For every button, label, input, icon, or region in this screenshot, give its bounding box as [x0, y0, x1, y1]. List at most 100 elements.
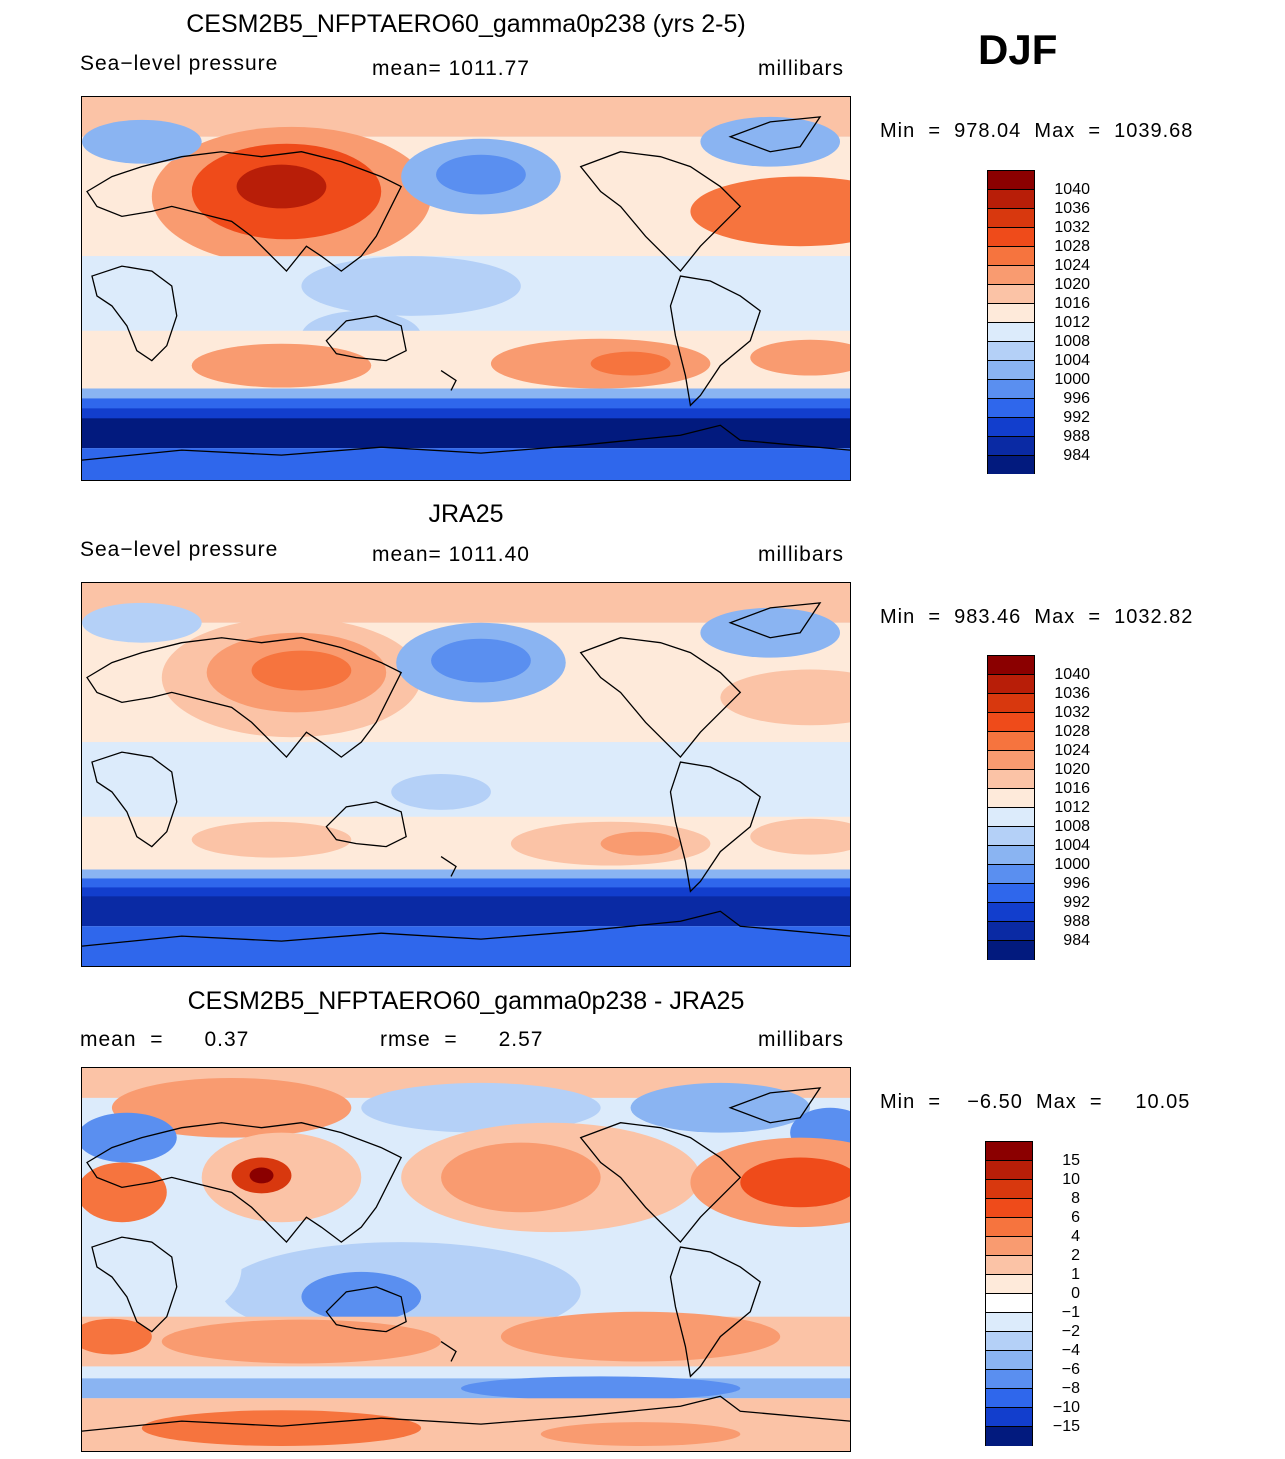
- colorbar-label: 8: [1071, 1190, 1080, 1207]
- colorbar-label: −2: [1061, 1323, 1080, 1340]
- colorbar-label: 1004: [1054, 352, 1090, 369]
- panel2-mean-label: mean= 1011.40: [372, 543, 530, 566]
- colorbar-label: −4: [1061, 1342, 1080, 1359]
- panel1-colorbar-swatch: [988, 228, 1034, 247]
- colorbar-label: 1000: [1054, 856, 1090, 873]
- panel1-mean-label: mean= 1011.77: [372, 57, 530, 80]
- colorbar-label: 1012: [1054, 314, 1090, 331]
- panel3-colorbar-swatch: [986, 1332, 1032, 1351]
- panel1-min-max: Min = 978.04 Max = 1039.68: [880, 120, 1194, 142]
- colorbar-label: 1032: [1054, 704, 1090, 721]
- season-label: DJF: [978, 26, 1058, 73]
- colorbar-label: 1024: [1054, 257, 1090, 274]
- colorbar-label: 984: [1063, 932, 1090, 949]
- panel1-colorbar-swatch: [988, 266, 1034, 285]
- colorbar-label: −15: [1052, 1418, 1080, 1435]
- panel1-map: [81, 96, 851, 481]
- panel2-colorbar-swatch: [988, 884, 1034, 903]
- panel1-colorbar-swatch: [988, 323, 1034, 342]
- panel1-variable-label: Sea−level pressure: [80, 52, 279, 75]
- panel3-colorbar-swatch: [986, 1427, 1032, 1446]
- panel2-variable-label: Sea−level pressure: [80, 538, 279, 561]
- panel2-colorbar-swatch: [988, 846, 1034, 865]
- panel2-colorbar-swatch: [988, 713, 1034, 732]
- colorbar-label: −10: [1052, 1399, 1080, 1416]
- panel1-colorbar-swatch: [988, 247, 1034, 266]
- panel3-map: [81, 1067, 851, 1452]
- panel2-colorbar-swatch: [988, 941, 1034, 960]
- colorbar-label: 1036: [1054, 200, 1090, 217]
- colorbar-label: 1016: [1054, 780, 1090, 797]
- panel2-colorbar-swatch: [988, 694, 1034, 713]
- colorbar-label: 988: [1063, 913, 1090, 930]
- panel3-mean-label: mean = 0.37: [80, 1028, 250, 1051]
- panel2-units-label: millibars: [758, 543, 845, 566]
- panel2-colorbar-swatch: [988, 656, 1034, 675]
- panel2-colorbar-swatch: [988, 827, 1034, 846]
- colorbar-label: 2: [1071, 1247, 1080, 1264]
- colorbar-label: 1028: [1054, 238, 1090, 255]
- panel1-colorbar-swatch: [988, 456, 1034, 474]
- panel2-colorbar-swatch: [988, 789, 1034, 808]
- colorbar-label: 4: [1071, 1228, 1080, 1245]
- panel3-colorbar-swatch: [986, 1351, 1032, 1370]
- colorbar-label: 1000: [1054, 371, 1090, 388]
- panel2-min-max: Min = 983.46 Max = 1032.82: [880, 606, 1194, 628]
- panel3-colorbar-swatch: [986, 1237, 1032, 1256]
- colorbar-label: 996: [1063, 390, 1090, 407]
- colorbar-label: 1004: [1054, 837, 1090, 854]
- colorbar-label: 1032: [1054, 219, 1090, 236]
- colorbar-label: 10: [1062, 1171, 1080, 1188]
- panel2-map-svg: [82, 583, 850, 966]
- panel1-colorbar-swatch: [988, 304, 1034, 323]
- panel2-colorbar-swatch: [988, 808, 1034, 827]
- colorbar-label: 1016: [1054, 295, 1090, 312]
- panel3-colorbar-swatch: [986, 1199, 1032, 1218]
- colorbar-label: −1: [1061, 1304, 1080, 1321]
- panel2-colorbar: [987, 655, 1035, 960]
- panel3-colorbar-swatch: [986, 1275, 1032, 1294]
- panel3-colorbar-swatch: [986, 1180, 1032, 1199]
- panel3-colorbar-swatch: [986, 1256, 1032, 1275]
- panel1-colorbar-swatch: [988, 171, 1034, 190]
- colorbar-label: 1008: [1054, 333, 1090, 350]
- panel1-colorbar-swatch: [988, 380, 1034, 399]
- colorbar-label: 1020: [1054, 276, 1090, 293]
- panel1-colorbar-swatch: [988, 399, 1034, 418]
- panel1-colorbar-swatch: [988, 285, 1034, 304]
- panel2-colorbar-swatch: [988, 675, 1034, 694]
- panel3-colorbar-swatch: [986, 1218, 1032, 1237]
- colorbar-label: 6: [1071, 1209, 1080, 1226]
- colorbar-label: 1020: [1054, 761, 1090, 778]
- colorbar-label: 1036: [1054, 685, 1090, 702]
- colorbar-label: 984: [1063, 447, 1090, 464]
- colorbar-label: 996: [1063, 875, 1090, 892]
- colorbar-label: 1: [1071, 1266, 1080, 1283]
- panel3-rmse-label: rmse = 2.57: [380, 1028, 544, 1051]
- panel3-map-svg: [82, 1068, 850, 1451]
- panel2-colorbar-swatch: [988, 922, 1034, 941]
- panel3-colorbar-labels: 15 10 8 6 4 2 1 0 −1 −2 −4 −6 −8 −10 −15: [1036, 1151, 1080, 1436]
- panel1-colorbar-swatch: [988, 361, 1034, 380]
- colorbar-label: 1040: [1054, 181, 1090, 198]
- colorbar-label: 988: [1063, 428, 1090, 445]
- colorbar-label: −6: [1061, 1361, 1080, 1378]
- panel3-colorbar-swatch: [986, 1142, 1032, 1161]
- panel2-colorbar-swatch: [988, 751, 1034, 770]
- panel1-colorbar-labels: 1040 1036 1032 1028 1024 1020 1016 1012 …: [1046, 180, 1090, 465]
- panel1-units-label: millibars: [758, 57, 845, 80]
- panel3-min-max: Min = −6.50 Max = 10.05: [880, 1091, 1191, 1113]
- panel1-colorbar: [987, 170, 1035, 474]
- panel1-colorbar-swatch: [988, 342, 1034, 361]
- panel3-colorbar-swatch: [986, 1408, 1032, 1427]
- colorbar-label: 992: [1063, 409, 1090, 426]
- panel3-colorbar-swatch: [986, 1370, 1032, 1389]
- panel2-colorbar-swatch: [988, 865, 1034, 884]
- colorbar-label: 1012: [1054, 799, 1090, 816]
- panel2-colorbar-swatch: [988, 903, 1034, 922]
- panel3-units-label: millibars: [758, 1028, 845, 1051]
- panel3-colorbar-swatch: [986, 1161, 1032, 1180]
- colorbar-label: 1024: [1054, 742, 1090, 759]
- panel2-map: [81, 582, 851, 967]
- panel1-colorbar-swatch: [988, 190, 1034, 209]
